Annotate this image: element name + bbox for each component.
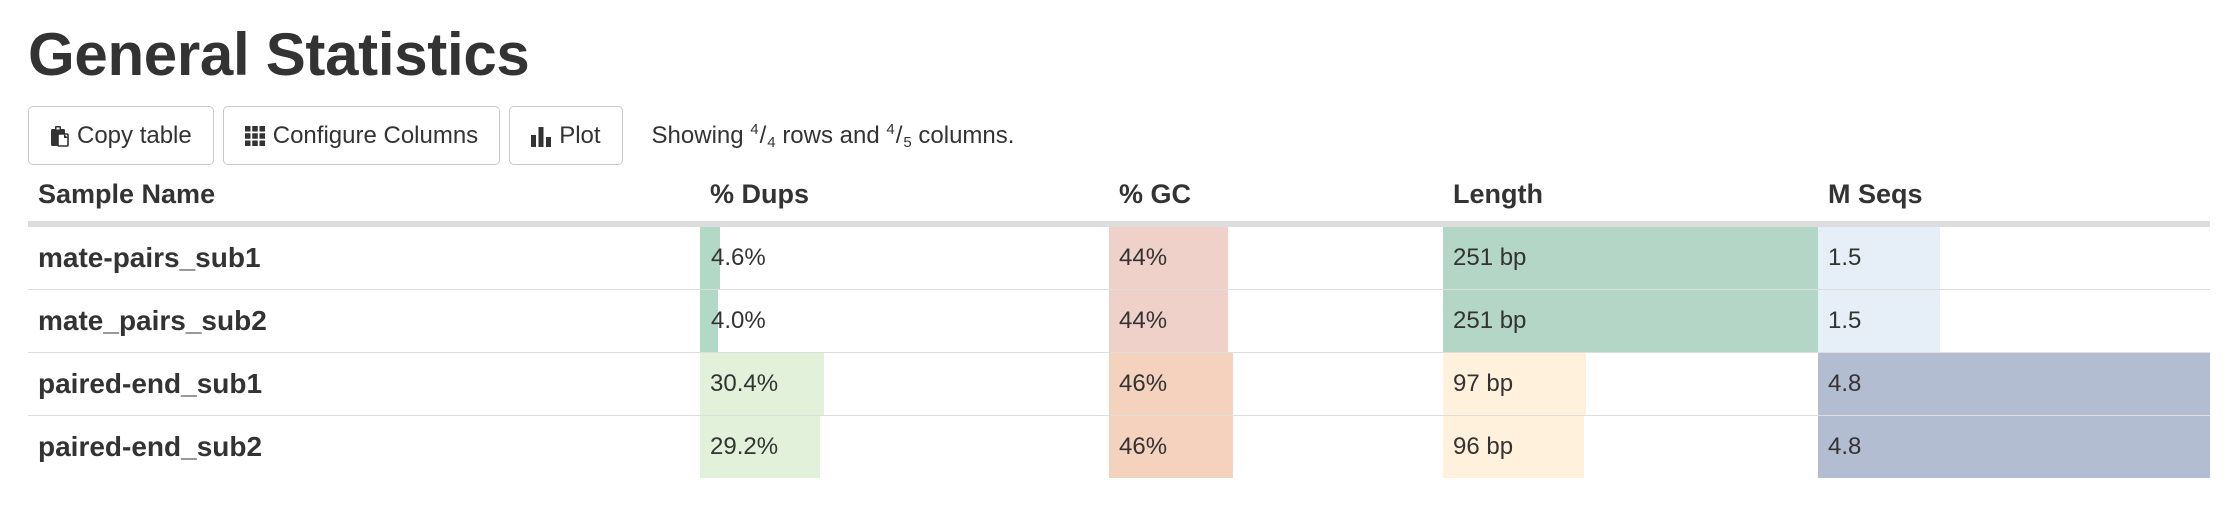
bar-chart-icon — [531, 125, 552, 147]
table-toolbar: Copy table Configure Columns — [28, 106, 1014, 165]
grid-icon — [244, 125, 265, 146]
plot-label: Plot — [559, 121, 601, 149]
gc-bar — [1109, 290, 1228, 352]
table-row: paired-end_sub2 29.2% 46% 96 bp 4.8 — [28, 415, 2210, 478]
copy-table-label: Copy table — [77, 121, 192, 149]
dups-cell: 4.0% — [700, 289, 1109, 353]
length-value: 97 bp — [1453, 370, 1514, 397]
sample-name-cell: paired-end_sub2 — [28, 415, 700, 478]
m-seqs-cell: 1.5 — [1818, 289, 2210, 353]
gc-value: 46% — [1119, 370, 1168, 397]
length-cell: 97 bp — [1443, 352, 1818, 416]
dups-cell: 4.6% — [700, 223, 1109, 290]
m-seqs-value: 4.8 — [1828, 433, 1862, 460]
dups-cell: 30.4% — [700, 352, 1109, 416]
gc-bar — [1109, 416, 1233, 478]
header-m-seqs[interactable]: M Seqs — [1818, 168, 2210, 227]
copy-table-button[interactable]: Copy table — [28, 106, 214, 165]
m-seqs-cell: 1.5 — [1818, 223, 2210, 290]
dups-bar — [700, 353, 824, 415]
length-value: 251 bp — [1453, 244, 1527, 271]
dups-value: 30.4% — [710, 370, 779, 397]
m-seqs-cell: 4.8 — [1818, 352, 2210, 416]
dups-bar — [700, 290, 718, 352]
dups-bar — [700, 416, 820, 478]
length-value: 251 bp — [1453, 307, 1527, 334]
configure-columns-label: Configure Columns — [272, 121, 479, 149]
dups-value: 4.0% — [711, 307, 766, 334]
m-seqs-value: 4.8 — [1828, 370, 1862, 397]
page-title: General Statistics — [28, 21, 530, 88]
gc-cell: 44% — [1109, 223, 1443, 290]
length-cell: 251 bp — [1443, 223, 1818, 290]
header-dups[interactable]: % Dups — [700, 168, 1109, 227]
m-seqs-bar — [1818, 416, 2210, 478]
m-seqs-value: 1.5 — [1828, 307, 1862, 334]
gc-value: 46% — [1119, 433, 1168, 460]
length-cell: 96 bp — [1443, 415, 1818, 478]
gc-cell: 44% — [1109, 289, 1443, 353]
length-cell: 251 bp — [1443, 289, 1818, 353]
gc-cell: 46% — [1109, 352, 1443, 416]
dups-cell: 29.2% — [700, 415, 1109, 478]
sample-name-cell: paired-end_sub1 — [28, 352, 700, 416]
clipboard-icon — [50, 125, 69, 147]
length-bar — [1443, 353, 1586, 415]
gc-value: 44% — [1119, 307, 1168, 334]
table-row: mate-pairs_sub1 4.6% 44% 251 bp 1.5 — [28, 223, 2210, 290]
m-seqs-bar — [1818, 227, 1940, 289]
dups-value: 29.2% — [710, 433, 779, 460]
plot-button[interactable]: Plot — [509, 106, 623, 165]
header-sample-name[interactable]: Sample Name — [28, 168, 700, 227]
length-bar — [1443, 290, 1818, 352]
table-header-row: Sample Name % Dups % GC Length M Seqs — [28, 168, 2210, 227]
table-row: mate_pairs_sub2 4.0% 44% 251 bp 1.5 — [28, 289, 2210, 353]
general-statistics-table: Sample Name % Dups % GC Length M Seqs ma… — [28, 168, 2210, 478]
length-bar — [1443, 416, 1584, 478]
m-seqs-value: 1.5 — [1828, 244, 1862, 271]
gc-bar — [1109, 353, 1233, 415]
sample-name-cell: mate_pairs_sub2 — [28, 289, 700, 353]
m-seqs-bar — [1818, 290, 1940, 352]
configure-columns-button[interactable]: Configure Columns — [222, 106, 501, 165]
sample-name-cell: mate-pairs_sub1 — [28, 223, 700, 290]
gc-bar — [1109, 227, 1228, 289]
length-bar — [1443, 227, 1818, 289]
header-length[interactable]: Length — [1443, 168, 1818, 227]
dups-bar — [700, 227, 721, 289]
header-gc[interactable]: % GC — [1109, 168, 1443, 227]
gc-cell: 46% — [1109, 415, 1443, 478]
showing-rows-columns-text: Showing 4/4 rows and 4/5 columns. — [651, 120, 1015, 151]
dups-value: 4.6% — [711, 244, 766, 271]
length-value: 96 bp — [1453, 433, 1514, 460]
m-seqs-cell: 4.8 — [1818, 415, 2210, 478]
table-row: paired-end_sub1 30.4% 46% 97 bp 4.8 — [28, 352, 2210, 416]
m-seqs-bar — [1818, 353, 2210, 415]
gc-value: 44% — [1119, 244, 1168, 271]
